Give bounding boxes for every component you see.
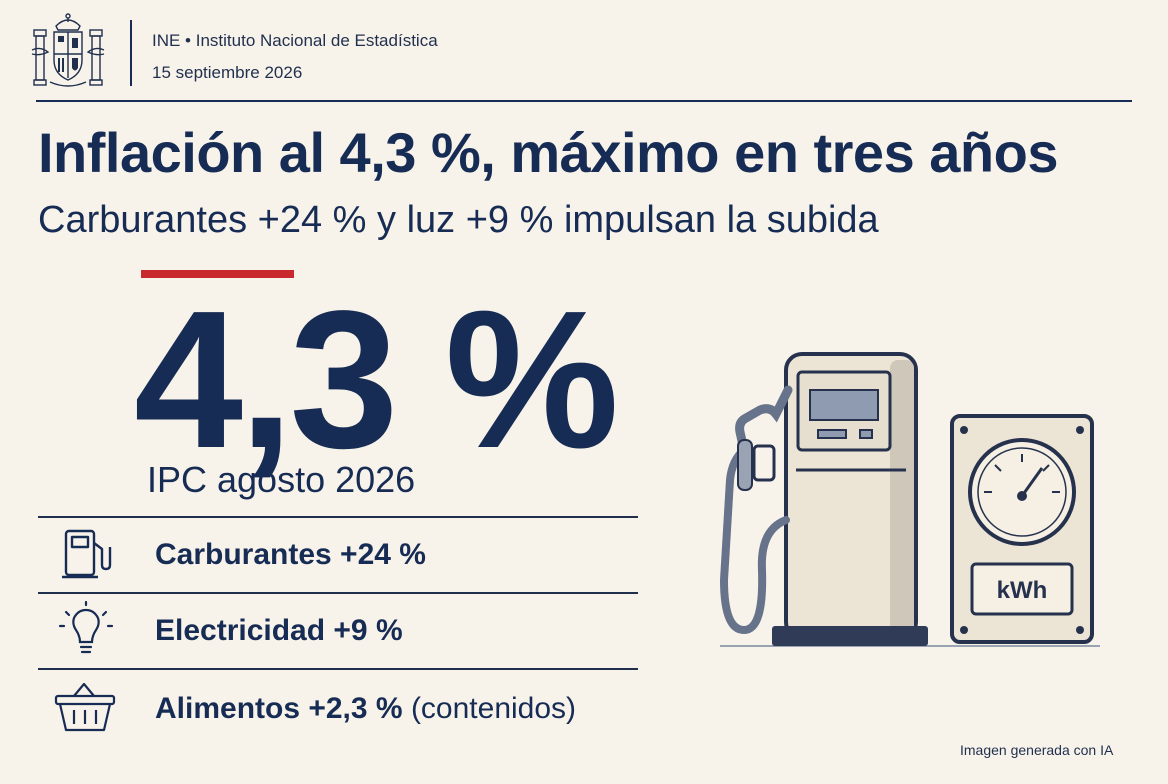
electricity-meter-drawing: kWh bbox=[950, 414, 1094, 644]
subheadline: Carburantes +24 % y luz +9 % impulsan la… bbox=[38, 199, 879, 241]
headline: Inflación al 4,3 %, máximo en tres años bbox=[38, 121, 1058, 184]
organization-name: INE • Instituto Nacional de Estadística bbox=[152, 31, 438, 50]
list-item-note: (contenidos) bbox=[410, 692, 577, 725]
ai-disclaimer: Imagen generada con IA bbox=[960, 742, 1114, 758]
accent-bar bbox=[141, 270, 294, 278]
list-item-fuel: Carburantes +24 % bbox=[155, 538, 426, 572]
lightbulb-icon bbox=[58, 600, 114, 654]
list-item-label: Electricidad +9 % bbox=[155, 614, 403, 647]
fuel-pump-drawing bbox=[719, 352, 928, 646]
publication-date: 15 septiembre 2026 bbox=[152, 63, 303, 82]
list-divider bbox=[38, 668, 638, 670]
header-rule bbox=[36, 100, 1132, 102]
coat-of-arms-logo bbox=[31, 13, 105, 87]
meter-unit-label: kWh bbox=[997, 577, 1048, 604]
list-item-electricity: Electricidad +9 % bbox=[155, 614, 403, 648]
key-figure-value: 4,3 % bbox=[134, 270, 619, 489]
list-item-label: Carburantes +24 % bbox=[155, 538, 426, 571]
header-divider bbox=[130, 20, 132, 86]
list-divider bbox=[38, 516, 638, 518]
list-item-label: Alimentos +2,3 % bbox=[155, 692, 403, 725]
fuel-pump-icon bbox=[62, 529, 112, 579]
shopping-basket-icon bbox=[54, 682, 116, 732]
key-figure-label: IPC agosto 2026 bbox=[147, 459, 416, 500]
fuel-pump-and-meter-illustration: kWh bbox=[719, 352, 1100, 647]
list-item-food: Alimentos +2,3 % (contenidos) bbox=[155, 692, 576, 726]
list-divider bbox=[38, 592, 638, 594]
